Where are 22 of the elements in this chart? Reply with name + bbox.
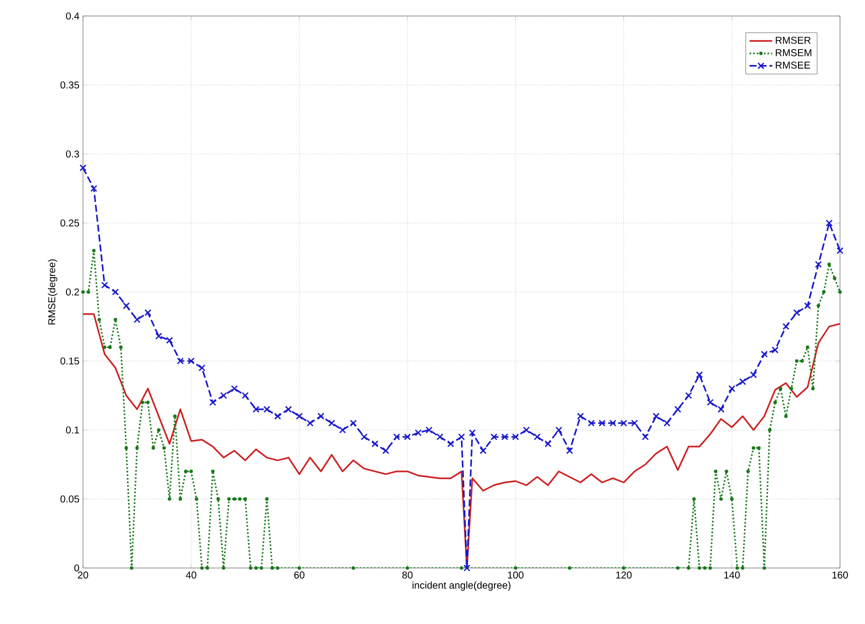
y-tick-label: 0 xyxy=(74,564,80,572)
x-tick-label: 160 xyxy=(832,572,848,579)
y-axis-title: RMSE(degree) xyxy=(48,259,58,324)
x-tick-label: 80 xyxy=(402,572,413,579)
x-tick-label: 40 xyxy=(186,572,196,579)
x-tick-label: 120 xyxy=(616,572,632,579)
x-axis-title: incident angle(degree) xyxy=(412,581,510,591)
y-tick-label: 0.35 xyxy=(60,81,80,89)
y-tick-label: 0.4 xyxy=(66,12,80,20)
legend-label: RMSER xyxy=(776,36,811,44)
legend-label: RMSEE xyxy=(776,62,810,69)
x-tick-label: 20 xyxy=(78,572,88,579)
legend-label: RMSEM xyxy=(776,49,812,56)
y-tick-label: 0.3 xyxy=(66,150,80,158)
y-tick-label: 0.2 xyxy=(66,288,79,296)
y-tick-label: 0.25 xyxy=(60,219,80,227)
x-tick-label: 100 xyxy=(508,572,524,579)
y-tick-label: 0.15 xyxy=(60,357,80,365)
y-tick-label: 0.05 xyxy=(60,495,80,503)
x-tick-label: 140 xyxy=(724,572,740,579)
y-tick-label: 0.1 xyxy=(66,426,79,434)
x-tick-label: 60 xyxy=(294,572,304,579)
